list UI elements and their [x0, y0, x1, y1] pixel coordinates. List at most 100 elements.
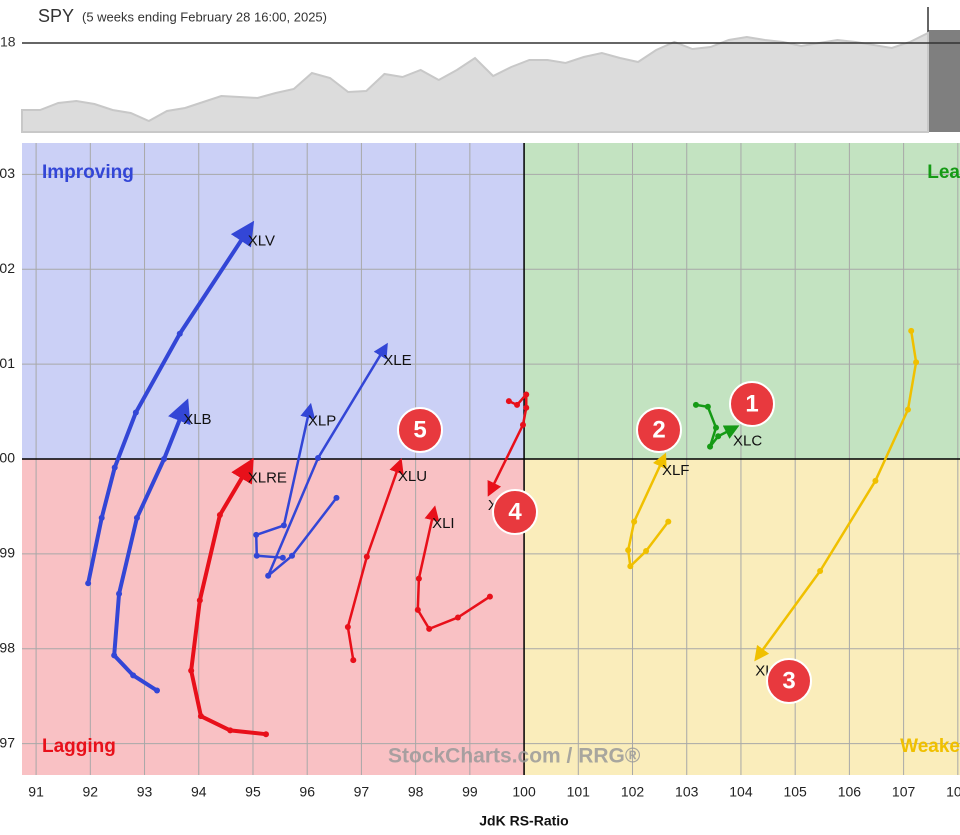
tail-line	[86, 220, 255, 586]
y-tick-label: 99	[0, 545, 15, 561]
annotation-badge	[766, 658, 812, 704]
tail-point	[216, 511, 223, 518]
series-label: XLP	[308, 413, 336, 430]
annotation-badge	[492, 489, 538, 535]
watermark: StockCharts.com / RRG®	[388, 745, 641, 768]
annotation-label: 3	[782, 667, 795, 694]
chart-title: SPY	[38, 6, 74, 26]
chart-subtitle: (5 weeks ending February 28 16:00, 2025)	[82, 9, 327, 24]
annotation-label: 2	[652, 416, 665, 443]
x-tick-label: 107	[892, 784, 916, 800]
x-tick-label: 99	[462, 784, 478, 800]
quadrant-label: Lagging	[42, 736, 116, 757]
x-tick-label: 103	[675, 784, 699, 800]
x-tick-label: 105	[783, 784, 807, 800]
quadrant	[524, 459, 960, 775]
annotation-badge	[397, 407, 443, 453]
x-tick-label: 106	[838, 784, 862, 800]
annotation-badge	[729, 381, 775, 427]
tail-point	[350, 657, 357, 664]
tail-point	[227, 727, 234, 734]
tail-point	[523, 391, 530, 398]
x-tick-label: 108	[946, 784, 960, 800]
tail-line	[626, 452, 670, 568]
annotation-badge	[636, 407, 682, 453]
tail-point	[98, 514, 105, 521]
tail-point	[130, 672, 137, 679]
y-tick-label: 97	[0, 734, 15, 750]
tail-line	[346, 458, 404, 662]
tail-point	[176, 330, 183, 337]
tail-point	[414, 606, 421, 613]
tail-point	[265, 572, 272, 579]
tail-point	[872, 477, 879, 484]
tail-point	[692, 401, 699, 408]
reference-label: 18	[0, 34, 16, 50]
tail-point	[280, 522, 287, 529]
quadrant	[22, 143, 525, 459]
tail-point	[625, 547, 632, 554]
series-label: XLF	[662, 462, 690, 479]
x-tick-label: 100	[512, 784, 536, 800]
series-label: XLU	[398, 468, 427, 485]
current-week-shade	[928, 30, 960, 132]
annotation-label: 4	[508, 498, 522, 525]
series-label: XLRE	[248, 470, 287, 487]
quadrant-label: Improving	[42, 162, 134, 183]
benchmark-area	[21, 31, 929, 133]
quadrant	[22, 459, 525, 775]
series-label: XLI	[432, 515, 455, 532]
tail-point	[519, 421, 526, 428]
x-tick-label: 98	[408, 784, 424, 800]
tail-point	[415, 575, 422, 582]
y-tick-label: 98	[0, 639, 15, 655]
tail-point	[262, 731, 269, 738]
x-tick-label: 96	[299, 784, 315, 800]
y-tick-label: 00	[0, 450, 15, 466]
tail-point	[154, 687, 161, 694]
annotation-label: 5	[413, 416, 426, 443]
tail-point	[454, 614, 461, 621]
tail-point	[279, 554, 286, 561]
series-label: XLC	[733, 433, 762, 450]
tail-point	[111, 652, 118, 659]
tail-point	[514, 401, 521, 408]
x-tick-label: 92	[83, 784, 99, 800]
tail-point	[817, 567, 824, 574]
tail-point	[643, 548, 650, 555]
tail-point	[665, 518, 672, 525]
x-tick-label: 102	[621, 784, 645, 800]
tail-point	[363, 553, 370, 560]
tail-point	[188, 667, 195, 674]
x-tick-label: 101	[567, 784, 591, 800]
quadrant-label: Weake	[900, 736, 960, 757]
tail-point	[197, 713, 204, 720]
series-label: XLE	[383, 352, 411, 369]
x-tick-label: 91	[28, 784, 44, 800]
tail-point	[704, 403, 711, 410]
tail-point	[315, 455, 322, 462]
tail-point	[132, 409, 139, 416]
tail-point	[333, 494, 340, 501]
x-axis-title: JdK RS-Ratio	[479, 813, 568, 829]
tail-point	[627, 563, 634, 570]
tail-point	[904, 406, 911, 413]
tail-point	[523, 404, 530, 411]
tail-point	[486, 593, 493, 600]
annotation-label: 1	[745, 390, 758, 417]
tail-point	[133, 514, 140, 521]
series-label: XLB	[183, 411, 211, 428]
x-tick-label: 104	[729, 784, 753, 800]
tail-point	[253, 552, 260, 559]
tail-point	[344, 623, 351, 630]
tail-point	[707, 443, 714, 450]
tail-line	[754, 329, 918, 662]
y-tick-label: 02	[0, 260, 15, 276]
tail-point	[289, 552, 296, 559]
tail-line	[416, 505, 492, 631]
tail-point	[631, 518, 638, 525]
tail-point	[715, 433, 722, 440]
y-tick-label: 01	[0, 355, 15, 371]
tail-point	[111, 464, 118, 471]
tail-point	[908, 327, 915, 334]
